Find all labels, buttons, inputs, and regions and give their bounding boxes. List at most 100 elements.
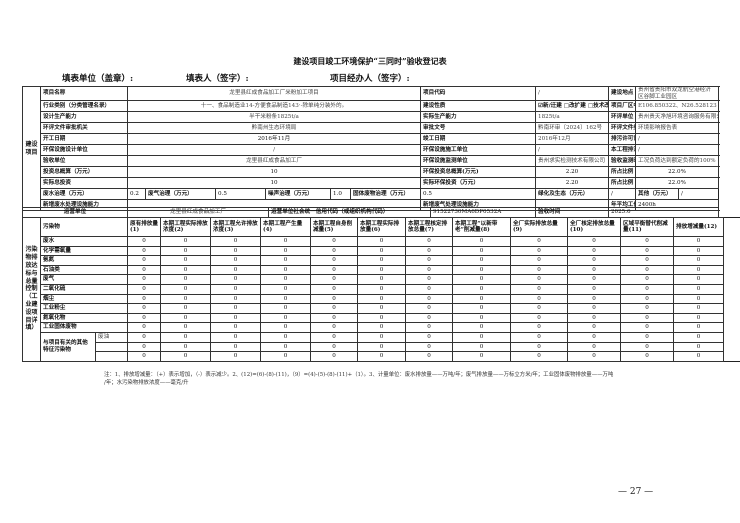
table-row: 工业粉尘 0 0 0 0 0 0 0 0 0 0 0 0 [23, 303, 740, 314]
project-location: 贵州省贵阳市双龙航空港经济区谷脚工业园区 [635, 86, 720, 101]
value-cell: 0 [160, 236, 212, 247]
value-cell: 0 [673, 303, 725, 314]
value-cell: 0 [567, 236, 622, 247]
green-invest: / [608, 188, 637, 200]
value-cell: 0 [620, 274, 675, 285]
value-cell: 0 [620, 283, 675, 295]
value-cell: 0 [405, 331, 454, 343]
acceptance-unit: 龙里县红成食品加工厂 [126, 155, 422, 167]
value-cell: 0 [452, 351, 512, 362]
credit-code: 91522730MA6DP0532A [430, 207, 536, 218]
label: 排污许可证申领时间 [608, 133, 637, 145]
acceptance-time: 2025.6 [608, 207, 719, 218]
label: 项目名称 [40, 86, 128, 101]
value-cell: 0 [260, 351, 312, 362]
label: 环保设施施工单位 [420, 144, 537, 156]
value-cell: 0 [510, 293, 569, 305]
value-cell: 0 [310, 351, 359, 362]
value-cell: 0 [567, 351, 622, 362]
value-cell: 0 [357, 274, 407, 285]
value-cell: 0 [567, 312, 622, 324]
value-cell: 0 [510, 236, 569, 247]
label: 验收监测时工况 [608, 155, 637, 167]
value-cell: 0 [510, 264, 569, 276]
value-cell: 0 [620, 264, 675, 276]
value-cell: 0 [405, 351, 454, 362]
value-cell: 0 [620, 341, 675, 353]
value-cell: 0 [510, 303, 569, 314]
value-cell: 0 [673, 283, 725, 295]
value-cell: 0 [210, 245, 262, 257]
label: 绿化及生态（万元） [535, 188, 610, 200]
value-cell: 0 [673, 274, 725, 285]
value-cell: 0 [510, 341, 569, 353]
column-header: 本期工程允许排放浓度(3) [210, 217, 262, 237]
value-cell: 0 [127, 303, 162, 314]
value-cell: 0 [310, 264, 359, 276]
value-cell: 0 [260, 274, 312, 285]
value-cell: 0 [210, 283, 262, 295]
value-cell: 0 [160, 255, 212, 266]
value-cell: 0 [160, 341, 212, 353]
footnote: 注：1、排放增减量：（+）表示增加，（-）表示减少。2、(12)=(6)-(8)… [104, 371, 716, 387]
value-cell: 0 [567, 322, 622, 333]
value-cell: 0 [210, 255, 262, 266]
approval-no: 黔南环审〔2024〕162号 [535, 122, 610, 134]
value-cell: 0 [405, 264, 454, 276]
env-budget: 2.20 [535, 166, 610, 178]
value-cell: 0 [510, 331, 569, 343]
value-cell: 0 [210, 312, 262, 324]
label: 废气治理（万元） [145, 188, 216, 200]
value-cell: 0 [452, 264, 512, 276]
value-cell: 0 [673, 312, 725, 324]
value-cell: 0 [452, 236, 512, 247]
table-row: 工业固体废物 0 0 0 0 0 0 0 0 0 0 0 0 [23, 322, 740, 333]
value-cell: 0 [127, 245, 162, 257]
value-cell: 0 [357, 331, 407, 343]
label: 环评文件审批机关 [40, 122, 128, 134]
label: 环评单位 [608, 111, 637, 123]
label: 运营单位社会统一信用代码（或组织机构代码） [268, 207, 431, 218]
value-cell: 0 [260, 283, 312, 295]
column-header: 本期工程实际排放浓度(2) [160, 217, 212, 237]
table-row: 二氧化硫 0 0 0 0 0 0 0 0 0 0 0 0 [23, 283, 740, 295]
value-cell: 0 [452, 341, 512, 353]
pollutant-name [94, 341, 129, 353]
label: 行业类别（分类管理名录） [40, 100, 128, 112]
pollutant-name: 废水 [39, 236, 129, 247]
value-cell: 0 [357, 303, 407, 314]
value-cell: 0 [620, 312, 675, 324]
project-code: / [535, 86, 610, 101]
value-cell: 0 [127, 331, 162, 343]
label: 所占比例（%） [608, 166, 637, 178]
table-row: 与项目有关的其他特征污染物 废油 0 0 0 0 0 0 0 0 0 0 0 0 [23, 331, 740, 362]
coords: E106.850322、N26.528123 [635, 100, 720, 112]
value-cell: 0 [357, 312, 407, 324]
table-row: 石油类 0 0 0 0 0 0 0 0 0 0 0 0 [23, 264, 740, 276]
value-cell: 0 [357, 255, 407, 266]
ratio-2: 22.0% [635, 177, 720, 189]
value-cell: 0 [405, 293, 454, 305]
label: 审批文号 [420, 122, 537, 134]
industry: 十一、食品制造业14-方便食品制造143·-除单纯分装外的。 [126, 100, 422, 112]
column-header: 排放增减量(12) [673, 217, 725, 237]
label: 环评文件类型 [608, 122, 637, 134]
footnote-line: 注：1、排放增减量：（+）表示增加，（-）表示减少。2、(12)=(6)-(8)… [104, 372, 614, 378]
value-cell: 0 [673, 245, 725, 257]
value-cell: 0 [567, 255, 622, 266]
value-cell: 0 [210, 264, 262, 276]
other-invest: / [678, 188, 720, 200]
label: 本工程排污许可证编号 [608, 144, 637, 156]
column-header: 全厂实际排放总量(9) [510, 217, 569, 237]
label: 项目代码 [420, 86, 537, 101]
label: 项目厂区中心经度/纬度 [608, 100, 637, 112]
table-row: 烟尘 0 0 0 0 0 0 0 0 0 0 0 0 [23, 293, 740, 305]
value-cell: 0 [452, 331, 512, 343]
value-cell: 0 [260, 293, 312, 305]
value-cell: 0 [127, 274, 162, 285]
value-cell: 0 [452, 274, 512, 285]
value-cell: 0 [127, 264, 162, 276]
label: 实际环保投资（万元） [420, 177, 537, 189]
construction-nature-checkboxes[interactable]: ☑新/迁建 □改扩建 □技术改造 [535, 100, 610, 112]
column-header: 区域平衡替代削减量(11) [620, 217, 675, 237]
